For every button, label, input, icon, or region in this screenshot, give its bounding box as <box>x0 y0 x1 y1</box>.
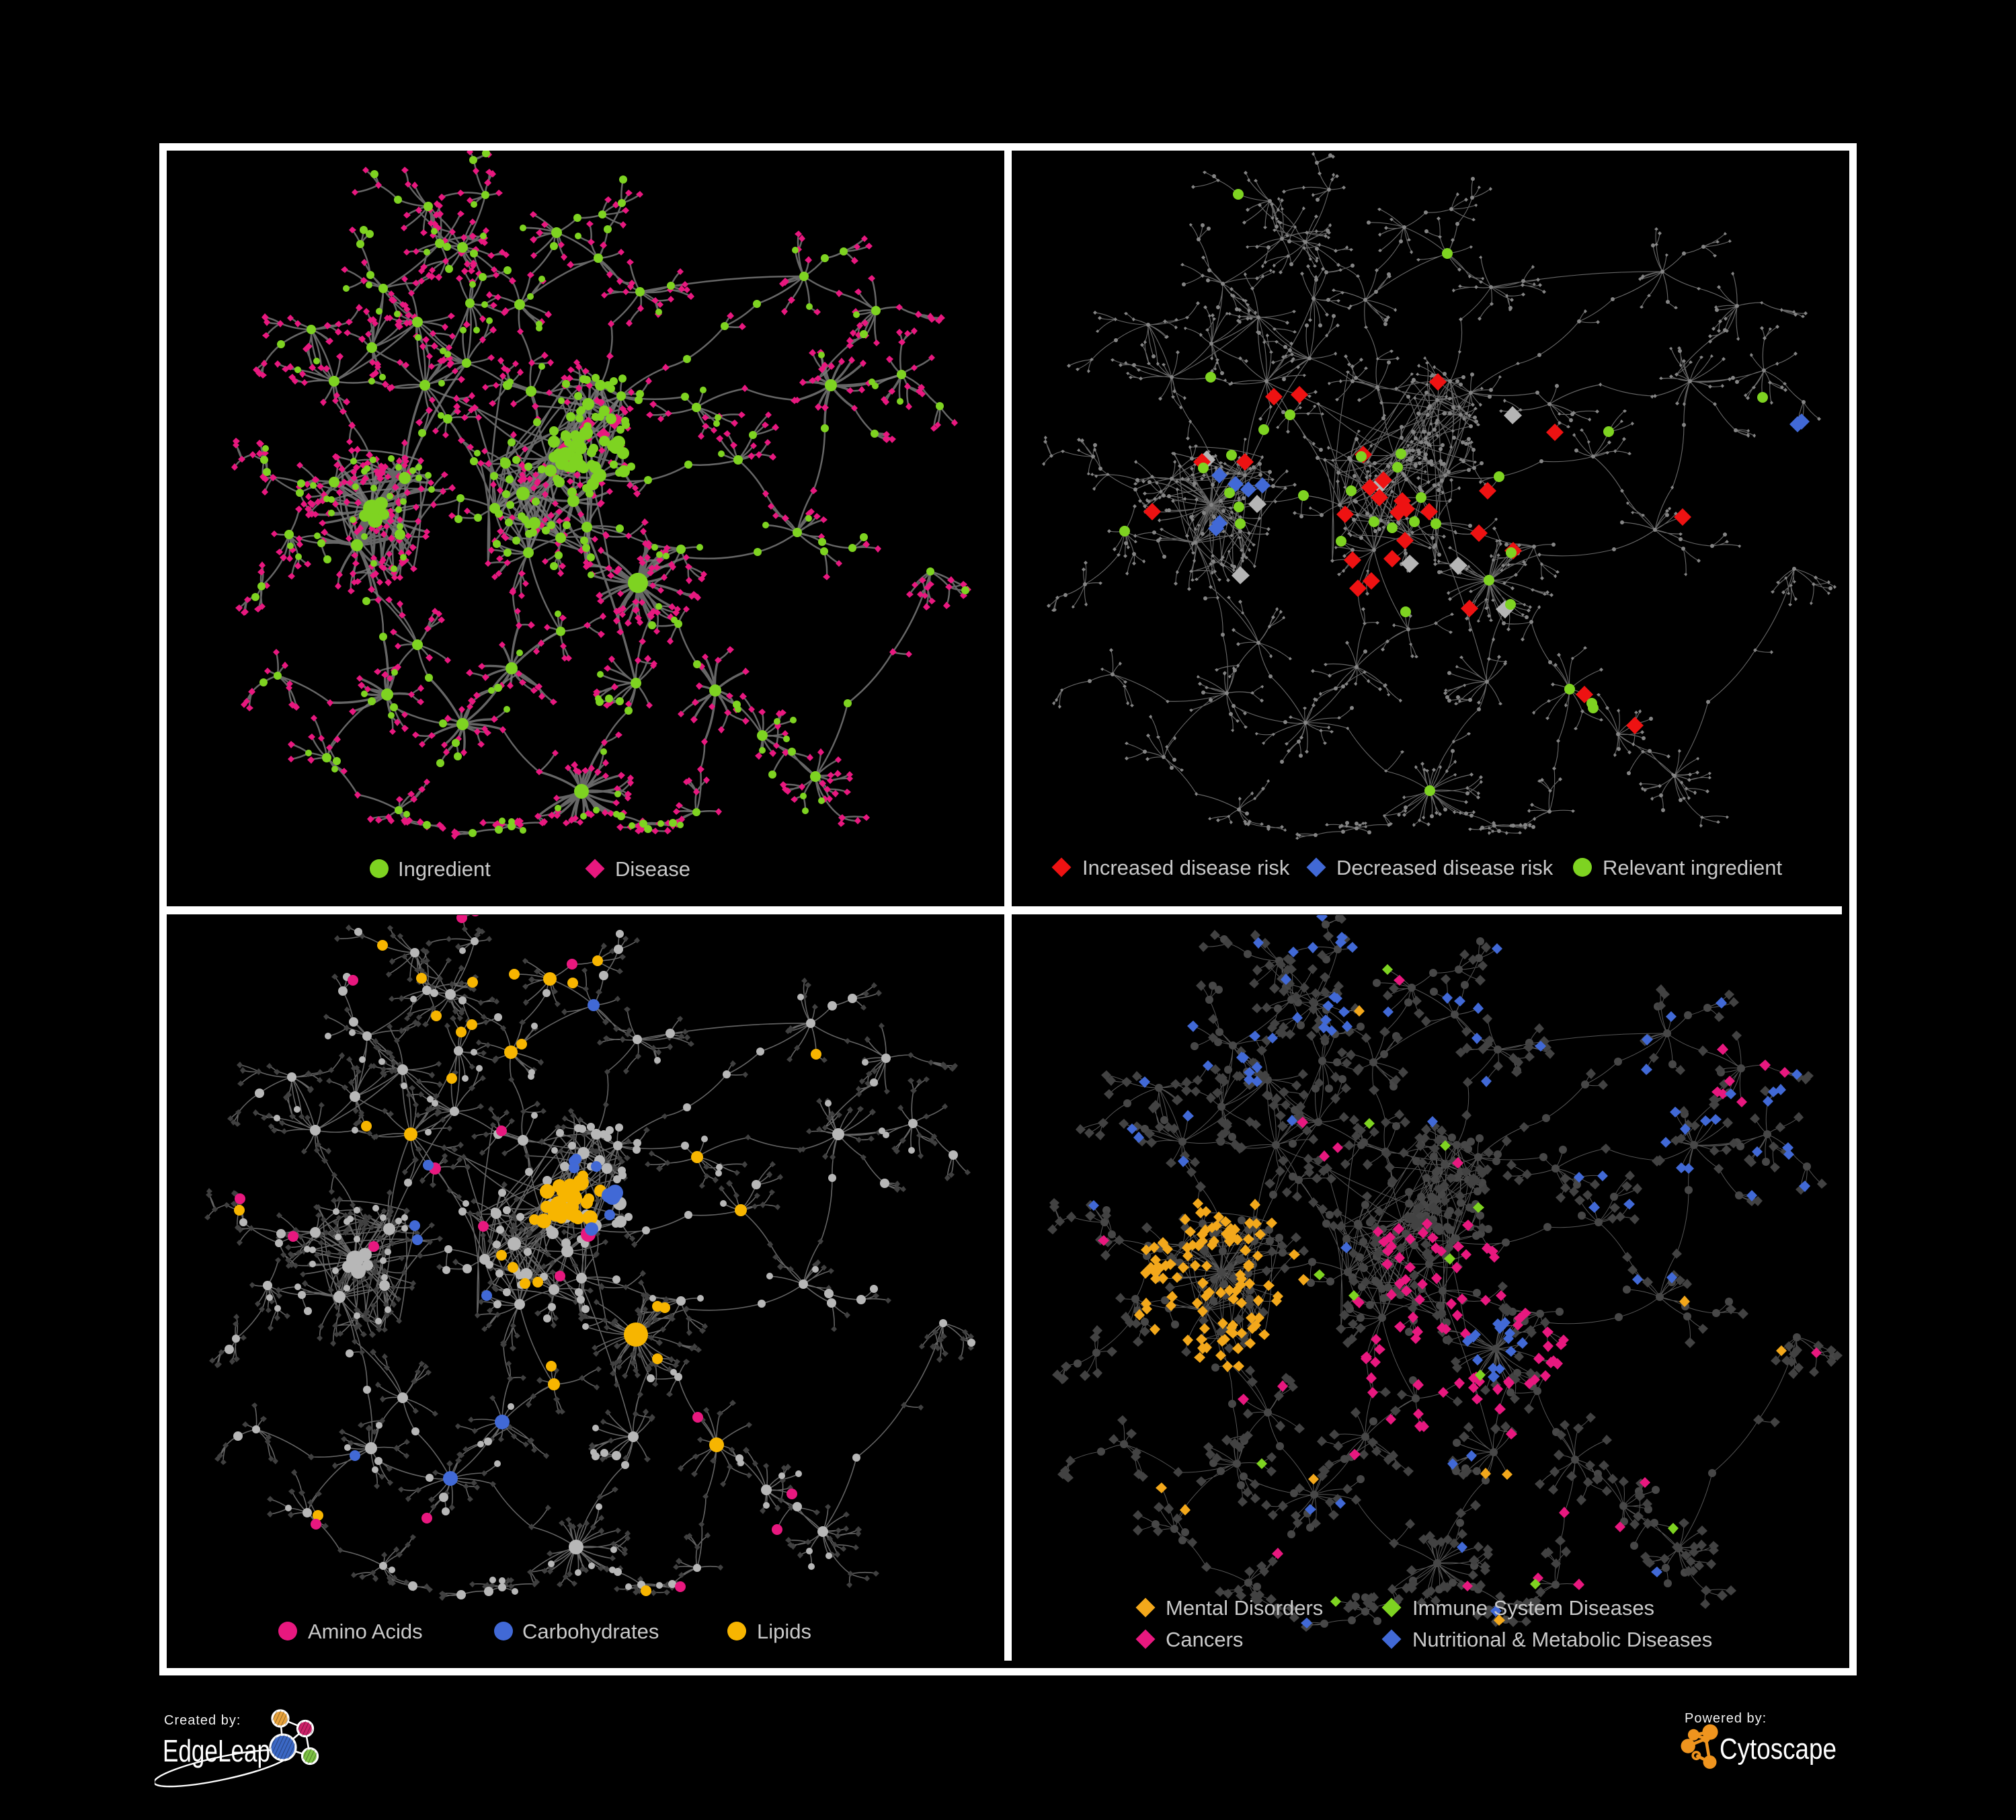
svg-text:Mental Disorders: Mental Disorders <box>1166 1596 1323 1620</box>
svg-text:Cytoscape: Cytoscape <box>1720 1733 1837 1766</box>
svg-text:Amino Acids: Amino Acids <box>308 1620 423 1643</box>
svg-text:Decreased disease risk: Decreased disease risk <box>1336 856 1554 879</box>
svg-text:Cancers: Cancers <box>1166 1628 1243 1651</box>
svg-text:Created by:: Created by: <box>164 1713 241 1728</box>
svg-text:Increased disease risk: Increased disease risk <box>1082 856 1290 879</box>
svg-text:Immune System Diseases: Immune System Diseases <box>1412 1596 1654 1620</box>
svg-text:Powered by:: Powered by: <box>1685 1711 1767 1726</box>
svg-text:Disease: Disease <box>615 857 690 881</box>
svg-text:EdgeLeap: EdgeLeap <box>163 1733 270 1768</box>
svg-text:Lipids: Lipids <box>757 1620 811 1643</box>
svg-text:Carbohydrates: Carbohydrates <box>522 1620 659 1643</box>
svg-text:Relevant ingredient: Relevant ingredient <box>1603 856 1783 879</box>
svg-text:Ingredient: Ingredient <box>398 857 491 881</box>
svg-text:Nutritional & Metabolic Diseas: Nutritional & Metabolic Diseases <box>1412 1628 1712 1651</box>
